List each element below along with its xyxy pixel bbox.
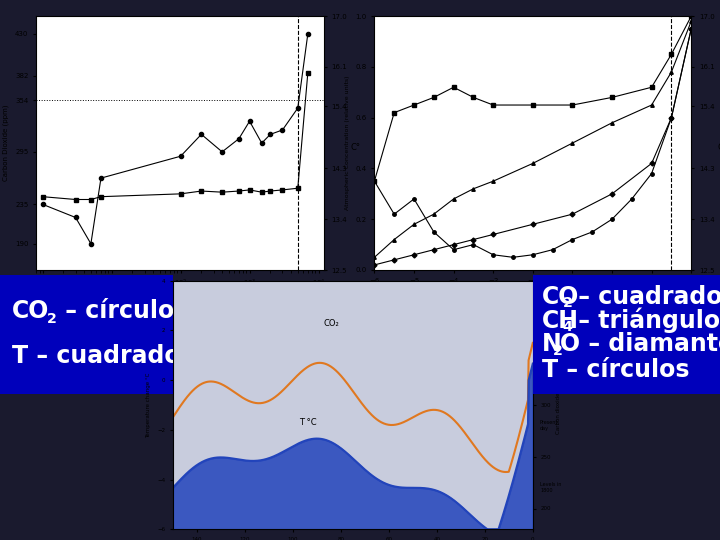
Text: T °C: T °C: [299, 418, 316, 427]
Y-axis label: C°: C°: [718, 143, 720, 152]
X-axis label: Log years before (-) & after (+) 1976: Log years before (-) & after (+) 1976: [462, 289, 603, 298]
Text: – triángulos: – triángulos: [570, 308, 720, 333]
Text: – cuadrado: – cuadrado: [570, 285, 720, 309]
Text: O – diamantes: O – diamantes: [559, 332, 720, 356]
Text: CO₂: CO₂: [324, 319, 340, 328]
Text: N: N: [542, 332, 562, 356]
Y-axis label: Carbon Dioxide (ppm): Carbon Dioxide (ppm): [3, 105, 9, 181]
Text: +/-600  ← Projection: +/-600 ← Projection: [540, 330, 590, 335]
Text: T – círculos: T – círculos: [542, 359, 690, 382]
X-axis label: Population (millions): Population (millions): [140, 294, 220, 303]
Text: 2: 2: [47, 312, 57, 326]
Y-axis label: C°: C°: [351, 143, 361, 152]
Text: T – cuadrados: T – cuadrados: [12, 344, 195, 368]
Text: 2: 2: [563, 296, 572, 310]
Text: CH: CH: [542, 308, 579, 333]
Text: Levels in
1800: Levels in 1800: [540, 482, 562, 493]
Text: – círculos: – círculos: [57, 299, 189, 323]
Text: Present
day: Present day: [540, 420, 559, 431]
Text: 2: 2: [552, 344, 562, 358]
Text: 4: 4: [563, 320, 572, 334]
Text: CO: CO: [542, 285, 580, 309]
Y-axis label: Carbon dioxide ppmv: Carbon dioxide ppmv: [557, 375, 562, 435]
Text: CO: CO: [12, 299, 50, 323]
Y-axis label: Temperature change °C: Temperature change °C: [146, 372, 151, 438]
Y-axis label: Atmospheric Concentration (relative units): Atmospheric Concentration (relative unit…: [345, 76, 350, 211]
